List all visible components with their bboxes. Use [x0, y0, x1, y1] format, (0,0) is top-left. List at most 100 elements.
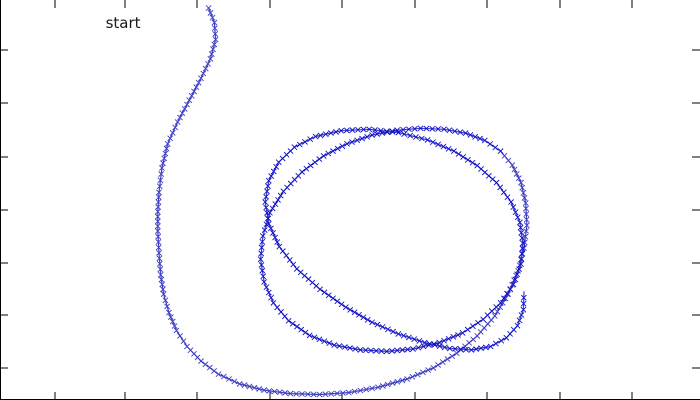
x-marker	[411, 336, 418, 343]
x-marker	[177, 332, 183, 339]
x-marker	[334, 298, 341, 305]
x-marker	[205, 5, 212, 11]
x-marker	[325, 292, 332, 299]
x-marker	[261, 227, 268, 234]
x-marker	[520, 294, 527, 301]
x-marker	[468, 346, 475, 353]
x-marker	[317, 132, 324, 139]
x-marker	[156, 189, 162, 196]
x-marker	[290, 261, 297, 268]
x-marker	[518, 229, 525, 236]
x-marker	[517, 224, 524, 231]
x-marker	[445, 335, 452, 342]
x-marker	[352, 346, 359, 352]
x-marker	[270, 168, 277, 175]
x-marker	[523, 222, 530, 229]
x-marker	[518, 179, 524, 186]
x-marker	[474, 162, 481, 169]
x-marker	[241, 382, 248, 389]
x-marker	[477, 135, 483, 142]
x-marker	[487, 141, 494, 147]
x-marker	[186, 97, 193, 104]
x-marker	[518, 250, 525, 257]
x-marker	[364, 316, 371, 323]
x-marker	[523, 216, 530, 223]
x-marker	[207, 9, 214, 16]
x-marker	[460, 153, 467, 160]
x-marker	[156, 183, 163, 190]
x-marker	[302, 138, 308, 145]
x-marker	[316, 156, 323, 163]
x-marker	[293, 390, 300, 397]
x-marker	[303, 165, 310, 172]
x-marker	[451, 128, 458, 135]
x-marker	[155, 244, 162, 251]
x-marker	[321, 289, 328, 296]
x-marker	[510, 204, 517, 211]
x-marker	[163, 145, 170, 152]
x-marker	[262, 199, 269, 205]
x-marker	[469, 323, 476, 330]
x-marker	[421, 339, 428, 346]
x-marker	[173, 327, 180, 334]
x-marker	[369, 319, 376, 326]
x-marker	[494, 308, 501, 315]
x-marker	[174, 119, 181, 125]
x-marker	[359, 135, 366, 142]
x-marker	[347, 306, 354, 313]
x-marker	[425, 367, 432, 374]
x-marker	[258, 250, 265, 257]
x-marker	[362, 347, 369, 354]
x-marker	[258, 244, 265, 251]
x-marker	[154, 228, 161, 235]
x-marker	[516, 317, 523, 324]
x-marker	[263, 284, 270, 291]
x-marker	[431, 342, 438, 348]
x-marker	[345, 389, 352, 396]
x-marker	[286, 257, 293, 263]
x-marker	[155, 194, 162, 201]
x-marker	[251, 384, 258, 391]
x-marker	[331, 342, 338, 349]
x-marker	[487, 343, 494, 350]
x-marker	[502, 295, 509, 302]
x-marker	[513, 170, 520, 177]
x-marker	[160, 291, 167, 298]
x-marker	[307, 162, 314, 169]
x-marker	[405, 334, 412, 341]
x-marker	[457, 346, 464, 353]
x-marker	[500, 295, 507, 302]
x-marker	[523, 205, 529, 212]
x-marker	[276, 243, 283, 250]
x-marker	[330, 148, 336, 155]
x-marker	[435, 141, 442, 148]
x-marker	[156, 249, 162, 256]
x-marker	[416, 337, 423, 344]
x-marker	[384, 326, 391, 333]
x-marker	[328, 390, 335, 397]
x-marker	[389, 347, 395, 354]
x-marker	[435, 126, 442, 132]
x-marker	[360, 126, 367, 133]
x-marker	[302, 329, 309, 336]
x-marker	[368, 347, 374, 354]
x-marker	[399, 377, 406, 384]
x-marker	[514, 214, 521, 221]
x-marker	[316, 336, 323, 343]
x-marker	[155, 233, 162, 240]
x-marker	[193, 84, 200, 91]
x-marker	[172, 124, 179, 131]
x-marker	[169, 129, 176, 136]
series-group	[154, 5, 530, 398]
x-marker	[509, 281, 516, 288]
x-marker	[220, 373, 227, 380]
x-marker	[435, 362, 442, 368]
x-marker	[420, 343, 427, 350]
x-marker	[327, 130, 334, 136]
x-marker	[450, 333, 457, 340]
x-marker	[414, 371, 421, 378]
x-marker	[417, 125, 424, 132]
x-marker	[514, 322, 521, 329]
x-marker	[426, 340, 433, 347]
x-marker	[258, 261, 265, 268]
